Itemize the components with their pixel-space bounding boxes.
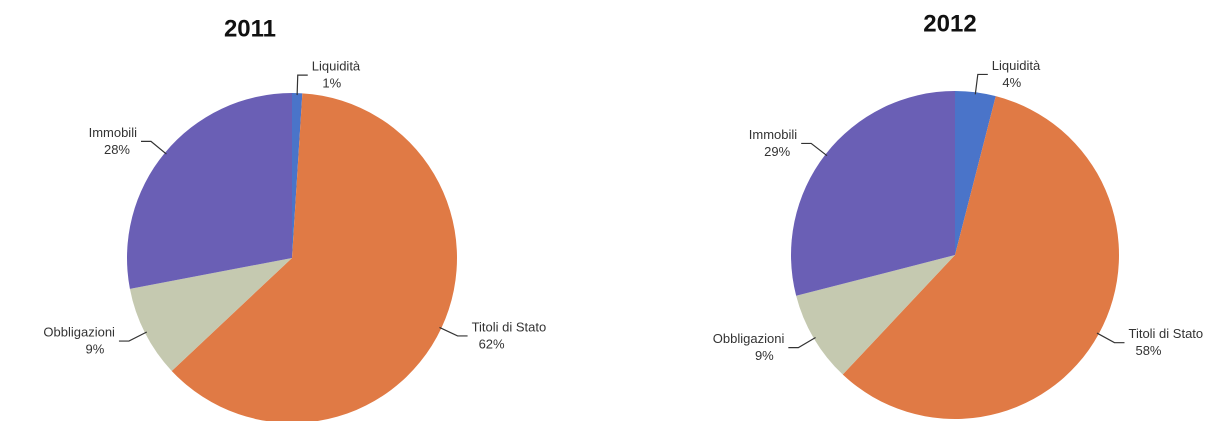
slice-label: Liquidità: [992, 58, 1041, 73]
slice-label: Titoli di Stato: [1128, 326, 1203, 341]
leader-line: [439, 326, 468, 337]
slice-label: Immobili: [749, 127, 798, 142]
leader-line: [118, 331, 148, 342]
slice-value-label: 29%: [764, 144, 790, 159]
leader-line: [788, 336, 816, 349]
slice-label: Titoli di Stato: [472, 319, 547, 334]
leader-line: [974, 73, 988, 95]
pie-slice: [955, 91, 996, 255]
slice-label: Liquidità: [312, 59, 361, 74]
pie-slice: [796, 255, 955, 375]
pie-slice: [842, 96, 1119, 420]
slice-value-label: 9%: [755, 348, 774, 363]
chart-title: 2012: [923, 10, 976, 37]
pie-slice: [126, 93, 292, 289]
slice-label: Obbligazioni: [713, 331, 785, 346]
slice-value-label: 1%: [322, 76, 341, 91]
pie-slice: [292, 93, 303, 258]
slice-value-label: 28%: [104, 142, 130, 157]
chart-title: 2011: [224, 15, 276, 42]
leader-line: [296, 74, 308, 96]
slice-label: Immobili: [89, 125, 138, 140]
slice-value-label: 4%: [1002, 75, 1021, 90]
leader-line: [801, 142, 828, 157]
pie-slice: [171, 93, 457, 421]
slice-label: Obbligazioni: [43, 325, 115, 340]
pie-slice: [791, 91, 955, 296]
slice-value-label: 9%: [86, 342, 105, 357]
leader-line: [140, 140, 167, 155]
pie-slice: [129, 258, 292, 371]
leader-line: [1096, 332, 1125, 344]
slice-value-label: 58%: [1135, 343, 1161, 358]
slice-value-label: 62%: [479, 336, 505, 351]
